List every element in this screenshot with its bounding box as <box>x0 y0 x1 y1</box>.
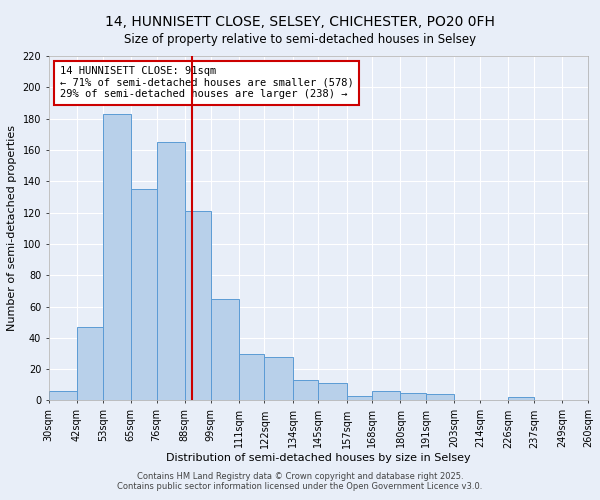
Bar <box>77 327 103 400</box>
Text: Contains public sector information licensed under the Open Government Licence v3: Contains public sector information licen… <box>118 482 482 491</box>
Text: Contains HM Land Registry data © Crown copyright and database right 2025.: Contains HM Land Registry data © Crown c… <box>137 472 463 481</box>
Y-axis label: Number of semi-detached properties: Number of semi-detached properties <box>7 125 17 331</box>
Bar <box>347 396 373 400</box>
Bar <box>265 356 293 401</box>
Bar <box>49 391 77 400</box>
Bar <box>239 354 265 401</box>
Bar <box>588 398 600 400</box>
Text: 14 HUNNISETT CLOSE: 91sqm
← 71% of semi-detached houses are smaller (578)
29% of: 14 HUNNISETT CLOSE: 91sqm ← 71% of semi-… <box>59 66 353 100</box>
Text: 14, HUNNISETT CLOSE, SELSEY, CHICHESTER, PO20 0FH: 14, HUNNISETT CLOSE, SELSEY, CHICHESTER,… <box>105 15 495 29</box>
Text: Size of property relative to semi-detached houses in Selsey: Size of property relative to semi-detach… <box>124 32 476 46</box>
X-axis label: Distribution of semi-detached houses by size in Selsey: Distribution of semi-detached houses by … <box>166 453 471 463</box>
Bar <box>157 142 185 401</box>
Bar <box>185 211 211 400</box>
Bar <box>508 398 534 400</box>
Bar <box>293 380 319 400</box>
Bar <box>426 394 454 400</box>
Bar <box>373 391 400 400</box>
Bar <box>211 298 239 400</box>
Bar <box>400 392 426 400</box>
Bar <box>131 189 157 400</box>
Bar <box>103 114 131 401</box>
Bar <box>319 384 347 400</box>
